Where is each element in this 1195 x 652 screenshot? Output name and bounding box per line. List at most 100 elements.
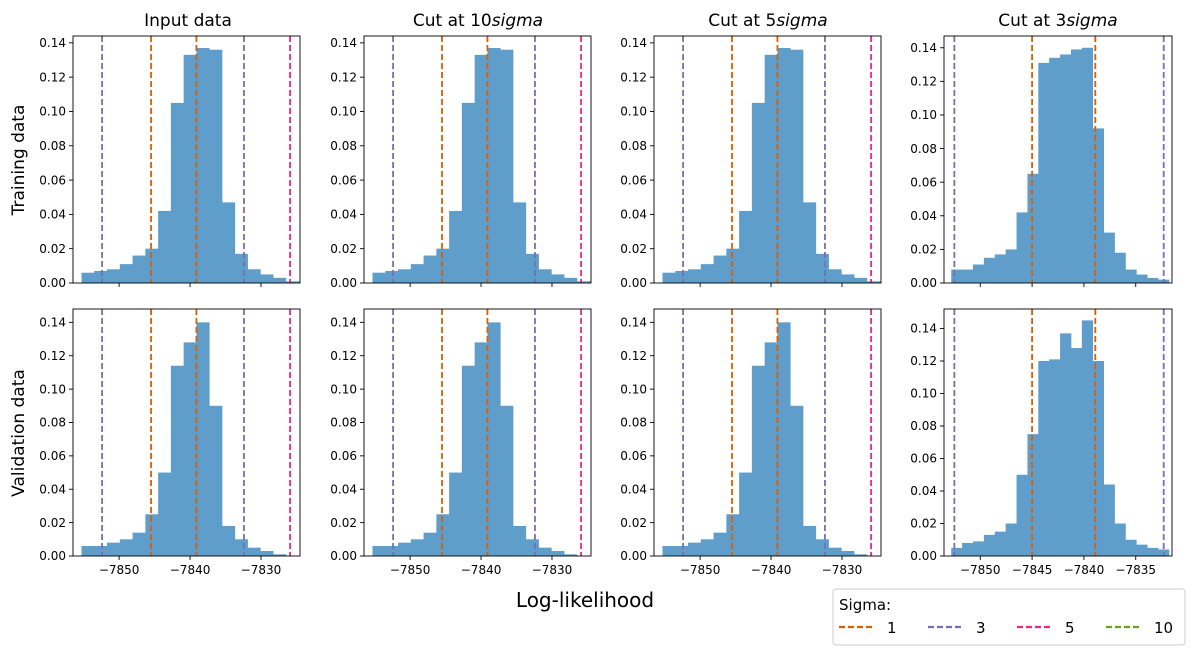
histogram-bar: [410, 264, 424, 283]
y-tick-label: 0.14: [620, 316, 647, 330]
histogram-bar: [662, 545, 676, 556]
histogram-bar: [107, 269, 121, 283]
histogram-bar: [1147, 547, 1159, 556]
histogram-bar: [260, 550, 274, 556]
y-tick-label: 0.08: [910, 142, 937, 156]
y-tick-label: 0.04: [330, 482, 357, 496]
x-tick-label: −7850: [99, 563, 140, 577]
histogram-bar: [1136, 544, 1148, 556]
y-tick-label: 0.06: [910, 175, 937, 189]
histogram-bar: [512, 202, 527, 283]
histogram-bar: [145, 514, 159, 556]
histogram-bar: [973, 264, 985, 283]
histogram-bar: [1103, 232, 1115, 283]
histogram-bar: [688, 542, 702, 556]
y-tick-label: 0.10: [910, 108, 937, 122]
histogram-bar: [398, 542, 412, 556]
histogram-bar: [209, 49, 223, 283]
y-tick-label: 0.06: [39, 449, 66, 463]
y-tick-label: 0.12: [910, 75, 937, 89]
y-tick-label: 0.14: [910, 322, 937, 336]
histogram-bar: [1114, 523, 1126, 556]
y-tick-label: 0.08: [39, 416, 66, 430]
histogram-bar: [879, 281, 881, 283]
histogram-bar: [1016, 212, 1028, 283]
histogram-bar: [1136, 274, 1148, 283]
x-tick-label: −7840: [751, 563, 792, 577]
histogram-bar: [474, 54, 488, 283]
y-tick-label: 0.10: [910, 387, 937, 401]
histogram-bar: [1016, 474, 1028, 556]
histogram-bar: [828, 547, 842, 556]
panel-training-input: 0.00 0.02 0.04 0.06 0.08 0.10 0.12 0.14: [39, 35, 301, 290]
histogram-bar: [1070, 348, 1083, 556]
histogram-bar: [423, 255, 437, 283]
histogram-bar: [962, 543, 974, 556]
histogram-bar: [81, 545, 95, 556]
histogram-bar: [1060, 333, 1072, 556]
legend-label: 5: [1065, 619, 1075, 637]
histogram-bar: [675, 545, 689, 556]
histogram-bar: [158, 210, 172, 283]
legend-label: 3: [976, 619, 986, 637]
panel-validation-cut3: 0.00 0.02 0.04 0.06 0.08 0.10 0.12 0.14 −7850 −78…: [910, 308, 1173, 577]
histogram-bar: [1049, 57, 1061, 283]
histogram-bar: [525, 539, 539, 556]
histogram-bar: [1060, 54, 1072, 283]
y-tick-label: 0.06: [39, 173, 66, 187]
histogram-bar: [802, 525, 817, 556]
histogram-bar: [1125, 539, 1137, 556]
plot-area: [372, 309, 582, 556]
histogram-bar: [1027, 173, 1039, 283]
histogram-bar: [196, 322, 210, 556]
histogram-bar: [841, 550, 855, 556]
y-tick-label: 0.14: [910, 41, 937, 55]
y-tick-label: 0.06: [330, 449, 357, 463]
histogram-bar: [512, 525, 527, 556]
histogram-bar: [700, 539, 714, 556]
histogram-bar: [815, 253, 829, 283]
x-tick-label: −7830: [241, 563, 282, 577]
histogram-bar: [107, 542, 121, 556]
histogram-bar: [951, 269, 963, 283]
x-tick-label: −7830: [532, 563, 573, 577]
y-tick-label: 0.06: [620, 449, 647, 463]
histogram-bar: [1103, 484, 1115, 556]
panels: 0.00 0.02 0.04 0.06 0.08 0.10 0.12 0.14 0.00 0.02…: [39, 35, 1173, 577]
plot-area: [81, 309, 291, 556]
histogram-bar: [777, 48, 791, 283]
y-tick-label: 0.12: [39, 70, 66, 84]
legend-entries: 1 3 5 10: [839, 619, 1173, 637]
histogram-bar: [726, 514, 740, 556]
y-tick-label: 0.04: [330, 208, 357, 222]
histogram-bar: [183, 342, 197, 556]
plot-area: [662, 309, 872, 556]
histogram-bar: [500, 49, 514, 283]
histogram-bar: [866, 281, 880, 283]
histogram-bar: [119, 539, 133, 556]
histogram-bar: [1027, 434, 1039, 556]
y-tick-label: 0.02: [330, 516, 357, 530]
x-tick-label: −7845: [1012, 563, 1053, 577]
legend-label: 10: [1154, 619, 1173, 637]
histogram-bar: [739, 210, 753, 283]
y-tick-label: 0.02: [620, 242, 647, 256]
histogram-bar: [183, 54, 197, 283]
histogram-bar: [764, 54, 778, 283]
histogram-bar: [994, 531, 1007, 556]
column-title-cut10: Cut at 10sigma: [413, 11, 543, 31]
histogram-bar: [298, 281, 300, 283]
y-tick-label: 0.00: [620, 549, 647, 563]
y-tick-label: 0.02: [330, 242, 357, 256]
histogram-bar: [1081, 320, 1094, 556]
histogram-bar: [487, 48, 501, 283]
histogram-bar: [751, 365, 766, 556]
histogram-bar: [994, 254, 1007, 283]
y-tick-label: 0.14: [330, 316, 357, 330]
histogram-bar: [247, 547, 261, 556]
histogram-bar: [119, 264, 133, 283]
y-tick-label: 0.08: [330, 139, 357, 153]
legend-label: 1: [887, 619, 897, 637]
histogram-bar: [273, 277, 287, 283]
panel-training-cut10: 0.00 0.02 0.04 0.06 0.08 0.10 0.12 0.14: [330, 35, 592, 290]
